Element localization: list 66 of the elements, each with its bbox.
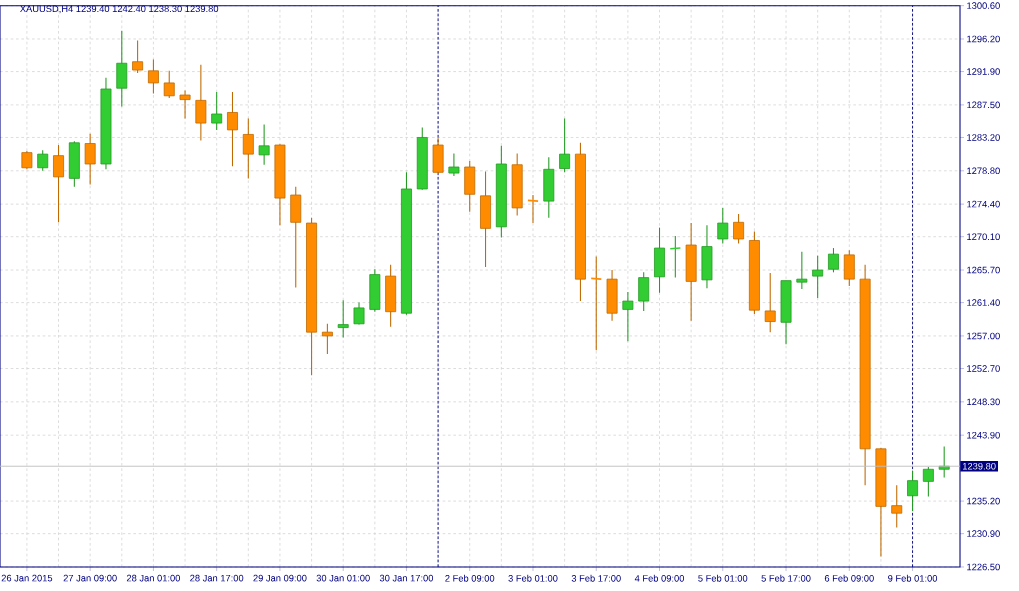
ref-line-label: 1239.80 (962, 462, 996, 470)
candlestick (796, 251, 808, 290)
candlestick (527, 194, 539, 224)
candlestick (337, 299, 349, 338)
candlestick (227, 91, 238, 167)
candlestick (353, 302, 365, 326)
candlestick (242, 117, 254, 179)
y-tick-label: 1283.20 (967, 134, 1000, 141)
candlestick (321, 323, 333, 355)
y-tick-label: 1300.60 (967, 2, 1000, 9)
candlestick (669, 235, 682, 279)
y-tick-label: 1265.70 (967, 266, 1000, 274)
candlestick (211, 91, 223, 131)
x-tick-label: 28 Jan 01:00 (126, 574, 181, 582)
candlestick (37, 149, 49, 172)
candlestick (812, 255, 824, 299)
x-tick-label: 6 Feb 09:00 (824, 574, 874, 582)
candlestick (733, 213, 745, 245)
y-tick-label: 1278.80 (967, 167, 1000, 175)
y-tick-label: 1235.20 (967, 497, 1000, 505)
candlestick (559, 117, 571, 173)
x-tick-label: 30 Jan 01:00 (316, 574, 370, 582)
x-tick-label: 28 Jan 17:00 (190, 574, 244, 582)
candlestick (717, 207, 729, 245)
y-tick-label: 1226.50 (967, 563, 1000, 571)
candlestick (195, 64, 207, 142)
candlestick (258, 124, 270, 166)
x-tick-label: 4 Feb 09:00 (634, 574, 685, 582)
candlestick (163, 70, 175, 99)
x-tick-label: 29 Jan 09:00 (253, 574, 307, 582)
x-tick-label: 3 Feb 17:00 (571, 574, 621, 582)
y-tick-label: 1252.70 (967, 365, 1000, 372)
candlestick (448, 152, 460, 177)
candlestick (21, 150, 33, 170)
candlestick (84, 133, 96, 185)
candlestick (590, 255, 603, 351)
x-tick-label: 5 Feb 17:00 (761, 574, 811, 582)
y-tick-label: 1270.10 (967, 233, 1000, 240)
candlestick (132, 39, 144, 74)
y-tick-label: 1248.30 (967, 398, 1000, 406)
y-tick-label: 1274.40 (967, 200, 1000, 208)
candlestick (622, 291, 634, 342)
candlestick (179, 89, 191, 120)
x-tick-label: 26 Jan 2015 (1, 574, 53, 582)
candlestick (53, 144, 64, 223)
chart-title: XAUUSD,H4 1239.40 1242.40 1238.30 1239.80 (20, 5, 219, 14)
candlestick (922, 466, 934, 498)
candlestick (638, 271, 650, 312)
candlestick (891, 484, 903, 529)
candlestick (147, 58, 159, 95)
candlestick (907, 470, 919, 512)
x-tick-label: 5 Feb 01:00 (698, 574, 748, 582)
x-tick-label: 2 Feb 09:00 (445, 574, 495, 582)
y-tick-label: 1296.20 (967, 35, 1000, 43)
y-tick-label: 1257.00 (967, 332, 1000, 340)
y-tick-label: 1243.90 (967, 431, 1000, 439)
x-tick-label: 30 Jan 17:00 (379, 574, 434, 582)
candlestick (828, 247, 839, 273)
y-tick-label: 1230.90 (967, 530, 1000, 537)
x-tick-label: 27 Jan 09:00 (63, 574, 117, 582)
x-tick-label: 3 Feb 01:00 (508, 574, 558, 582)
x-tick-label: 9 Feb 01:00 (888, 574, 938, 582)
y-tick-label: 1291.90 (967, 68, 1000, 75)
y-tick-label: 1261.40 (967, 299, 1000, 306)
candlestick (764, 272, 776, 333)
y-tick-label: 1287.50 (967, 101, 1000, 109)
